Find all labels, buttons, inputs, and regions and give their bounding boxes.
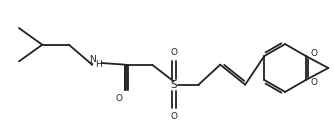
Text: O: O bbox=[116, 94, 123, 103]
Text: O: O bbox=[170, 112, 177, 121]
Text: O: O bbox=[311, 49, 318, 58]
Text: O: O bbox=[311, 78, 318, 87]
Text: S: S bbox=[170, 80, 177, 90]
Text: H: H bbox=[96, 60, 102, 69]
Text: O: O bbox=[170, 48, 177, 57]
Text: N: N bbox=[90, 55, 96, 64]
